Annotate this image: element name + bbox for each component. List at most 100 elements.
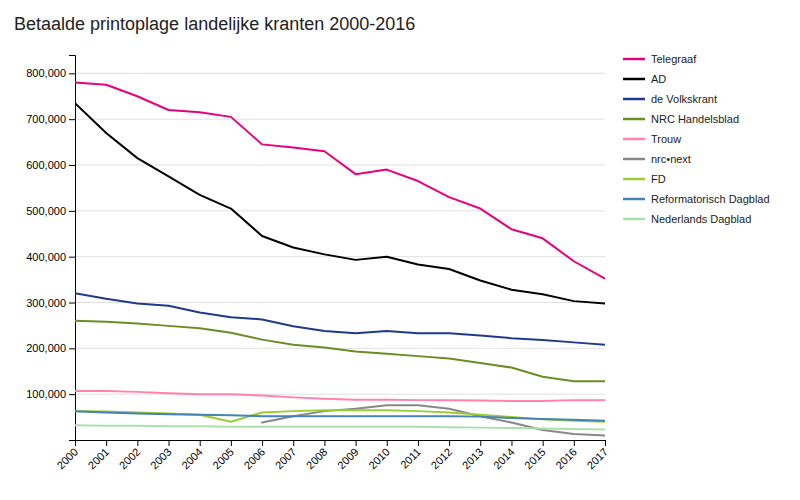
tick-label: 600,000 bbox=[26, 159, 66, 171]
line bbox=[75, 83, 605, 279]
grid-line bbox=[75, 210, 605, 211]
tick-label: 700,000 bbox=[26, 113, 66, 125]
legend-swatch bbox=[623, 158, 645, 161]
plot: 2000200120022003200420052006200720082009… bbox=[26, 56, 610, 472]
line bbox=[75, 391, 605, 401]
tick: 2016 bbox=[553, 440, 579, 471]
legend-swatch bbox=[623, 198, 645, 201]
tick: 400,000 bbox=[26, 251, 75, 263]
legend-item: de Volkskrant bbox=[623, 93, 717, 105]
tick-label: 2010 bbox=[366, 446, 392, 472]
legend-label: Telegraaf bbox=[651, 53, 697, 65]
tick-mark bbox=[200, 440, 201, 446]
tick-mark bbox=[387, 440, 388, 446]
tick-label: 2012 bbox=[428, 446, 454, 472]
tick-label: 2016 bbox=[553, 446, 579, 472]
tick-label: 2014 bbox=[491, 446, 517, 472]
tick: 2002 bbox=[117, 440, 143, 471]
legend-label: AD bbox=[651, 73, 666, 85]
tick-label: 2007 bbox=[273, 446, 299, 472]
tick: 2012 bbox=[428, 440, 454, 471]
title: Betaalde printoplage landelijke kranten … bbox=[14, 14, 415, 34]
legend-swatch bbox=[623, 138, 645, 141]
legend-label: NRC Handelsblad bbox=[651, 113, 739, 125]
tick-label: 2006 bbox=[241, 446, 267, 472]
tick: 700,000 bbox=[26, 113, 75, 125]
legend-label: Reformatorisch Dagblad bbox=[651, 193, 770, 205]
tick: 800,000 bbox=[26, 67, 75, 79]
legend-item: FD bbox=[623, 173, 666, 185]
tick-mark bbox=[69, 348, 75, 349]
legend-label: Nederlands Dagblad bbox=[651, 213, 751, 225]
tick-label: 2003 bbox=[148, 446, 174, 472]
tick-mark bbox=[106, 440, 107, 446]
tick: 2006 bbox=[241, 440, 267, 471]
legend-item: AD bbox=[623, 73, 666, 85]
lines bbox=[75, 83, 605, 436]
tick-mark bbox=[69, 257, 75, 258]
tick: 2009 bbox=[335, 440, 361, 471]
tick-mark bbox=[449, 440, 450, 446]
grid-line bbox=[75, 165, 605, 166]
tick-label: 2011 bbox=[398, 446, 423, 471]
legend-item: Trouw bbox=[623, 133, 681, 145]
line bbox=[75, 410, 605, 421]
tick-mark bbox=[231, 440, 232, 446]
line bbox=[75, 425, 605, 429]
grid-line bbox=[75, 119, 605, 120]
tick: 2007 bbox=[273, 440, 299, 471]
tick-mark bbox=[356, 440, 357, 446]
tick-label: 300,000 bbox=[26, 297, 66, 309]
legend-label: Trouw bbox=[651, 133, 681, 145]
grid-line bbox=[75, 302, 605, 303]
legend-swatch bbox=[623, 98, 645, 101]
tick-mark bbox=[605, 440, 606, 446]
line bbox=[75, 293, 605, 344]
axis-line bbox=[69, 56, 76, 441]
tick: 2013 bbox=[460, 440, 486, 471]
tick-mark bbox=[574, 440, 575, 446]
tick: 2011 bbox=[398, 440, 423, 471]
tick-label: 2015 bbox=[522, 446, 548, 472]
x-axis: 2000200120022003200420052006200720082009… bbox=[54, 440, 610, 471]
tick-label: 500,000 bbox=[26, 205, 66, 217]
tick-label: 2005 bbox=[210, 446, 236, 472]
legend: Telegraaf AD de Volkskrant NRC Handelsblad T… bbox=[623, 53, 770, 225]
tick: 2010 bbox=[366, 440, 392, 471]
tick-label: 2002 bbox=[117, 446, 143, 472]
tick: 2008 bbox=[304, 440, 330, 471]
tick-mark bbox=[69, 303, 75, 304]
legend-swatch bbox=[623, 218, 645, 221]
chart: Betaalde printoplage landelijke kranten … bbox=[0, 0, 800, 500]
line bbox=[75, 411, 605, 421]
tick: 2004 bbox=[179, 440, 205, 471]
tick: 2014 bbox=[491, 440, 517, 471]
tick-mark bbox=[69, 119, 75, 120]
tick: 2000 bbox=[54, 440, 80, 471]
tick-mark bbox=[543, 440, 544, 446]
tick: 2001 bbox=[86, 440, 112, 471]
tick-mark bbox=[169, 440, 170, 446]
tick-label: 2008 bbox=[304, 446, 330, 472]
legend-label: FD bbox=[651, 173, 666, 185]
legend-item: Telegraaf bbox=[623, 53, 697, 65]
legend-swatch bbox=[623, 78, 645, 81]
y-axis: 100,000 200,000 300,000 400,000 500,000 600,0… bbox=[26, 56, 75, 441]
tick-label: 100,000 bbox=[26, 388, 66, 400]
tick: 500,000 bbox=[26, 205, 75, 217]
tick: 2015 bbox=[522, 440, 548, 471]
grid-line bbox=[75, 394, 605, 395]
tick-mark bbox=[69, 211, 75, 212]
legend-item: Nederlands Dagblad bbox=[623, 213, 751, 225]
tick-label: 2013 bbox=[460, 446, 486, 472]
line bbox=[75, 103, 605, 303]
line bbox=[75, 321, 605, 382]
tick: 2003 bbox=[148, 440, 174, 471]
tick-mark bbox=[262, 440, 263, 446]
tick-label: 800,000 bbox=[26, 67, 66, 79]
tick-label: 200,000 bbox=[26, 342, 66, 354]
tick-label: 2009 bbox=[335, 446, 361, 472]
tick: 2017 bbox=[584, 440, 610, 471]
tick-mark bbox=[69, 394, 75, 395]
tick-mark bbox=[480, 440, 481, 446]
